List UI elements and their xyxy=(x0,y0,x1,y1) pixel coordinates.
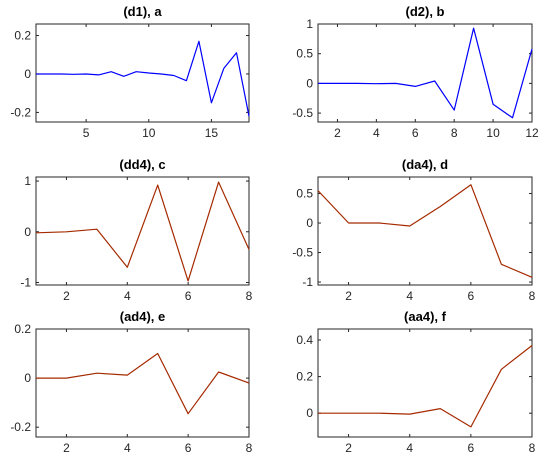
subplot-title: (da4), d xyxy=(402,157,448,172)
x-tick-label: 4 xyxy=(373,126,380,140)
y-tick-label: 0 xyxy=(24,225,31,239)
y-tick-label: -0.5 xyxy=(292,106,313,120)
y-tick-label: 0.5 xyxy=(296,47,313,61)
y-tick-label: 0.5 xyxy=(296,187,313,201)
x-tick-label: 6 xyxy=(468,289,475,303)
x-tick-label: 6 xyxy=(412,126,419,140)
y-tick-label: 0 xyxy=(24,67,31,81)
subplot-title: (d2), b xyxy=(406,4,445,19)
x-tick-label: 10 xyxy=(142,126,156,140)
x-tick-label: 4 xyxy=(406,289,413,303)
y-tick-label: -0.2 xyxy=(10,420,31,434)
x-tick-label: 12 xyxy=(525,126,539,140)
y-tick-label: 0.2 xyxy=(296,370,313,384)
x-tick-label: 2 xyxy=(345,441,352,455)
subplot-1: (d1), a 5 10 15 -0.2 0 0.2 xyxy=(10,4,250,140)
plot-frame xyxy=(317,23,533,123)
x-tick-label: 8 xyxy=(246,441,253,455)
x-tick-label: 8 xyxy=(246,289,253,303)
x-tick-label: 4 xyxy=(124,289,131,303)
subplot-3: (dd4), c 2 4 6 8 -1 0 1 xyxy=(20,157,252,303)
y-tick-label: 0.4 xyxy=(296,333,313,347)
x-tick-label: 6 xyxy=(185,289,192,303)
x-tick-label: 15 xyxy=(205,126,219,140)
series-line xyxy=(35,181,250,282)
x-tick-label: 4 xyxy=(124,441,131,455)
subplot-title: (aa4), f xyxy=(404,309,447,324)
subplot-4: (da4), d 2 4 6 8 -1 -0.5 0 0.5 xyxy=(292,157,535,303)
series-line xyxy=(318,27,533,119)
x-tick-label: 2 xyxy=(345,289,352,303)
y-tick-label: -1 xyxy=(20,275,31,289)
y-tick-label: 0 xyxy=(306,406,313,420)
y-tick-label: -0.5 xyxy=(292,246,313,260)
subplot-title: (dd4), c xyxy=(119,157,165,172)
x-tick-label: 5 xyxy=(83,126,90,140)
x-tick-label: 6 xyxy=(468,441,475,455)
y-tick-label: -0.2 xyxy=(10,105,31,119)
plot-frame xyxy=(35,176,250,286)
plot-frame xyxy=(317,176,533,286)
subplot-5: (ad4), e 2 4 6 8 -0.2 0 0.2 xyxy=(10,309,252,455)
series-line xyxy=(318,345,533,428)
x-tick-label: 10 xyxy=(486,126,500,140)
x-tick-label: 2 xyxy=(334,126,341,140)
plot-frame xyxy=(35,23,250,123)
x-tick-label: 8 xyxy=(451,126,458,140)
y-tick-label: -1 xyxy=(302,275,313,289)
y-tick-label: 1 xyxy=(24,174,31,188)
series-line xyxy=(36,352,250,415)
y-tick-label: 0 xyxy=(306,76,313,90)
subplot-title: (ad4), e xyxy=(120,309,166,324)
subplot-2: (d2), b 2 4 6 8 10 12 -0.5 0 0.5 1 xyxy=(292,4,539,140)
series-line xyxy=(317,184,533,278)
y-tick-label: 0 xyxy=(24,371,31,385)
x-tick-label: 8 xyxy=(529,441,536,455)
series-line xyxy=(36,40,250,117)
y-tick-label: 0.2 xyxy=(14,322,31,336)
y-tick-label: 0 xyxy=(306,216,313,230)
x-tick-label: 8 xyxy=(529,289,536,303)
x-tick-label: 2 xyxy=(63,289,70,303)
plot-frame xyxy=(317,328,533,438)
y-tick-label: 0.2 xyxy=(14,29,31,43)
x-tick-label: 2 xyxy=(63,441,70,455)
y-tick-label: 1 xyxy=(306,17,313,31)
x-tick-label: 6 xyxy=(185,441,192,455)
x-tick-label: 4 xyxy=(406,441,413,455)
plot-frame xyxy=(35,328,250,438)
subplot-title: (d1), a xyxy=(123,4,162,19)
subplot-6: (aa4), f 2 4 6 8 0 0.2 0.4 xyxy=(296,309,535,455)
